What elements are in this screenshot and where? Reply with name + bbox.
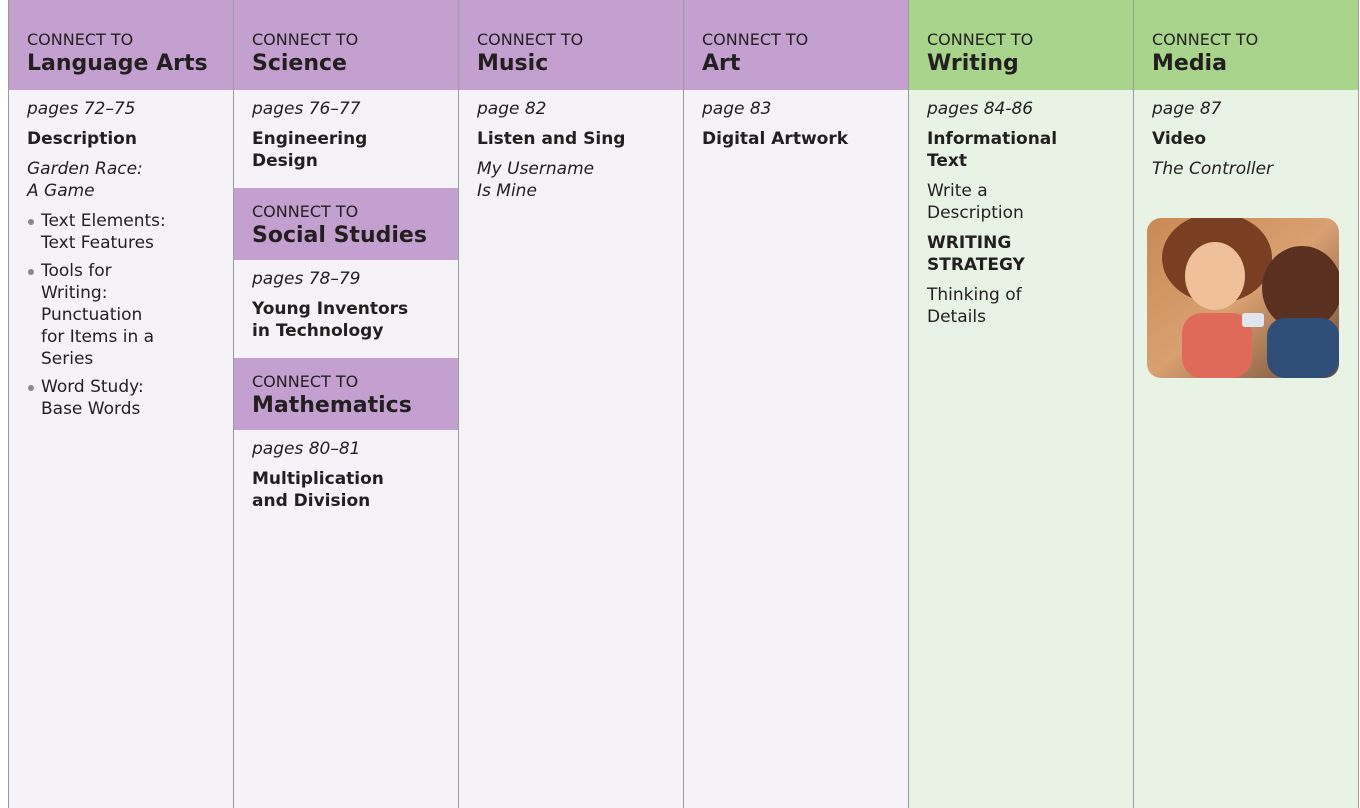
- section-body: pages 84-86 Informational Text Write a Descr…: [909, 98, 1133, 328]
- connect-label: CONNECT TO: [252, 30, 359, 49]
- column: CONNECT TO Art page 83 Digital Artwork: [684, 0, 909, 808]
- plain-text: Thinking of Details: [927, 284, 1115, 328]
- text-line: WRITING: [927, 233, 1012, 253]
- pages: pages 76–77: [252, 99, 361, 119]
- column: CONNECT TO Science pages 76–77 Engineering D…: [234, 0, 459, 808]
- columns: CONNECT TO Language Arts pages 72–75 Descri…: [8, 0, 1359, 808]
- bold-text: WRITING STRATEGY: [927, 232, 1115, 276]
- text-line: Thinking of: [927, 285, 1022, 305]
- section-header: CONNECT TO Social Studies: [234, 188, 458, 260]
- text-line: The Controller: [1152, 159, 1274, 179]
- section-body: pages 76–77 Engineering Design: [234, 98, 458, 172]
- pages: pages 80–81: [252, 439, 361, 459]
- subject: Social Studies: [252, 223, 427, 248]
- plain-text: Write a Description: [927, 180, 1115, 224]
- subject: Writing: [927, 51, 1019, 76]
- subject: Science: [252, 51, 347, 76]
- section-header: CONNECT TO Writing: [909, 0, 1133, 90]
- italic-text: The Controller: [1152, 158, 1340, 180]
- section-header: CONNECT TO Music: [459, 0, 683, 90]
- text-line: STRATEGY: [927, 255, 1025, 275]
- section-body: page 87 Video The Controller: [1134, 98, 1358, 180]
- connect-label: CONNECT TO: [27, 30, 134, 49]
- text-line: Engineering: [252, 129, 368, 149]
- column: CONNECT TO Music page 82 Listen and Sing My …: [459, 0, 684, 808]
- text-line: Description: [927, 203, 1024, 223]
- column: CONNECT TO Writing pages 84-86 Informationa…: [909, 0, 1134, 808]
- pages: pages 84-86: [927, 99, 1034, 119]
- text-line: for Items in a: [41, 327, 155, 347]
- text-line: and Division: [252, 491, 371, 511]
- bold-text: Multiplication and Division: [252, 468, 440, 512]
- text-line: Is Mine: [477, 181, 537, 201]
- pages: page 87: [1152, 99, 1222, 119]
- section-body: pages 78–79 Young Inventors in Technology: [234, 268, 458, 342]
- italic-text: Garden Race: A Game: [27, 158, 215, 202]
- pages: pages 72–75: [27, 99, 136, 119]
- bold-text: Digital Artwork: [702, 128, 890, 150]
- bold-text: Young Inventors in Technology: [252, 298, 440, 342]
- video-thumbnail: [1147, 218, 1339, 378]
- connect-label: CONNECT TO: [1152, 30, 1259, 49]
- column: CONNECT TO Language Arts pages 72–75 Descri…: [9, 0, 234, 808]
- bullet-item: Tools for Writing: Punctuation for Items in…: [27, 260, 215, 370]
- text-line: Series: [41, 349, 94, 369]
- text-line: Base Words: [41, 399, 141, 419]
- connect-label: CONNECT TO: [252, 372, 359, 391]
- section-body: pages 80–81 Multiplication and Division: [234, 438, 458, 512]
- text-line: Young Inventors: [252, 299, 409, 319]
- text-line: Multiplication: [252, 469, 384, 489]
- pages: pages 78–79: [252, 269, 361, 289]
- bullet-item: Word Study: Base Words: [27, 376, 215, 420]
- text-line: Garden Race:: [27, 159, 143, 179]
- text-line: Tools for: [41, 261, 112, 281]
- pages: page 83: [702, 99, 772, 119]
- text-line: in Technology: [252, 321, 384, 341]
- text-line: Video: [1152, 129, 1207, 149]
- text-line: Word Study:: [41, 377, 144, 397]
- connect-label: CONNECT TO: [252, 202, 359, 221]
- text-line: Text Features: [41, 233, 154, 253]
- section-body: page 83 Digital Artwork: [684, 98, 908, 150]
- bullet-item: Text Elements: Text Features: [27, 210, 215, 254]
- subject: Media: [1152, 51, 1227, 76]
- subject: Language Arts: [27, 51, 208, 76]
- section-header: CONNECT TO Mathematics: [234, 358, 458, 430]
- text-line: Text Elements:: [41, 211, 166, 231]
- text-line: Text: [927, 151, 967, 171]
- bold-text: Engineering Design: [252, 128, 440, 172]
- section-header: CONNECT TO Science: [234, 0, 458, 90]
- text-line: My Username: [477, 159, 595, 179]
- text-line: Digital Artwork: [702, 129, 849, 149]
- column: CONNECT TO Media page 87 Video The Controlle…: [1134, 0, 1359, 808]
- text-line: Informational: [927, 129, 1058, 149]
- bullet-list: Text Elements: Text Features Tools for Writ…: [27, 210, 215, 420]
- connect-label: CONNECT TO: [927, 30, 1034, 49]
- bold-text: Listen and Sing: [477, 128, 665, 150]
- bold-text: Description: [27, 128, 215, 150]
- section-body: pages 72–75 Description Garden Race: A Game…: [9, 98, 233, 420]
- italic-text: My Username Is Mine: [477, 158, 665, 202]
- section-header: CONNECT TO Language Arts: [9, 0, 233, 90]
- text-line: Listen and Sing: [477, 129, 626, 149]
- text-line: A Game: [27, 181, 95, 201]
- pages: page 82: [477, 99, 547, 119]
- bold-text: Informational Text: [927, 128, 1115, 172]
- bold-text: Video: [1152, 128, 1340, 150]
- section-header: CONNECT TO Art: [684, 0, 908, 90]
- text-line: Description: [27, 129, 137, 149]
- text-line: Details: [927, 307, 986, 327]
- text-line: Punctuation: [41, 305, 143, 325]
- connect-label: CONNECT TO: [702, 30, 809, 49]
- subject: Art: [702, 51, 741, 76]
- section-body: page 82 Listen and Sing My Username Is Mine: [459, 98, 683, 202]
- section-header: CONNECT TO Media: [1134, 0, 1358, 90]
- text-line: Design: [252, 151, 318, 171]
- text-line: Writing:: [41, 283, 108, 303]
- subject: Music: [477, 51, 549, 76]
- connect-label: CONNECT TO: [477, 30, 584, 49]
- subject: Mathematics: [252, 393, 412, 418]
- text-line: Write a: [927, 181, 988, 201]
